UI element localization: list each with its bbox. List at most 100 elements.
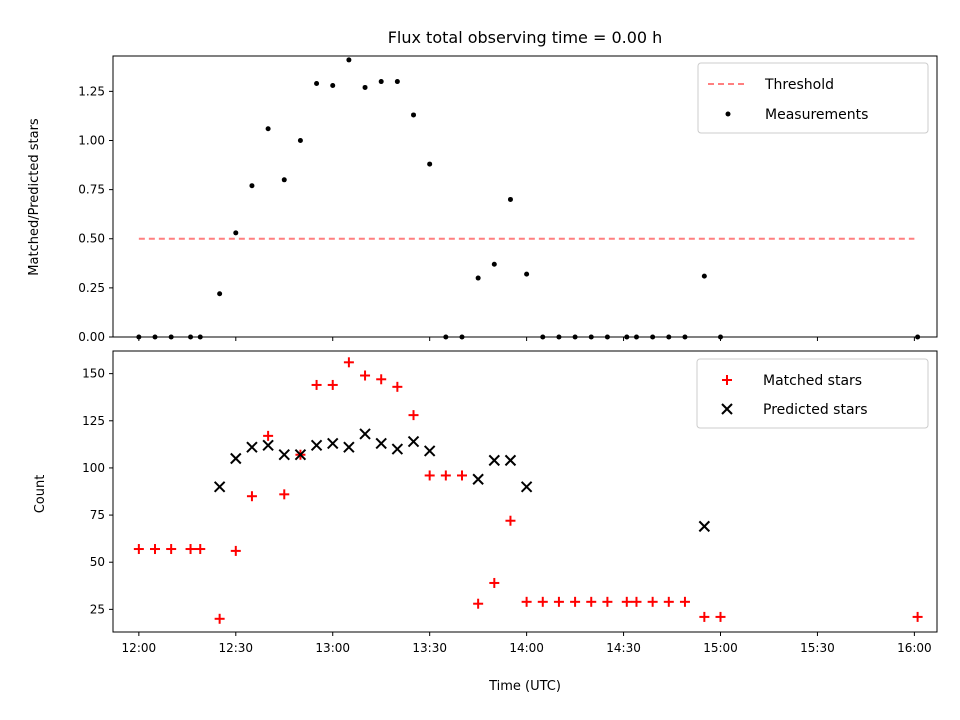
bottom-legend: Matched stars Predicted stars — [696, 358, 929, 429]
predicted-star-point — [423, 445, 436, 457]
matched-star-point — [715, 611, 726, 622]
measurement-point — [346, 57, 352, 63]
matched-star-point — [440, 470, 451, 481]
top-y-tick-label: 0.00 — [78, 330, 105, 344]
matched-star-point — [631, 596, 642, 607]
matched-star-points — [133, 357, 923, 624]
legend-matched-swatch — [722, 375, 732, 385]
matched-star-point — [133, 544, 144, 555]
x-axis-label: Time (UTC) — [488, 679, 561, 694]
predicted-star-point — [407, 435, 420, 448]
bottom-y-tick-label: 25 — [90, 602, 105, 616]
predicted-star-point — [246, 441, 258, 453]
legend-measurement-label: Measurements — [765, 107, 868, 123]
top-y-axis-label: Matched/Predicted stars — [27, 118, 42, 276]
matched-star-point — [185, 544, 196, 555]
x-tick-label: 12:00 — [122, 641, 157, 655]
x-tick-label: 14:30 — [606, 641, 641, 655]
matched-star-point — [679, 596, 690, 607]
predicted-star-point — [327, 437, 339, 450]
measurement-point — [265, 126, 271, 132]
bottom-y-tick-label: 100 — [82, 461, 105, 475]
measurement-point — [362, 84, 368, 90]
measurement-point — [475, 275, 481, 281]
matched-star-point — [537, 596, 548, 607]
bottom-y-tick-label: 75 — [90, 508, 105, 522]
matched-star-point — [230, 545, 241, 556]
matched-star-point — [647, 596, 658, 607]
matched-star-point — [279, 489, 290, 500]
predicted-star-point — [472, 473, 484, 485]
legend-predicted-label: Predicted stars — [763, 402, 868, 418]
matched-star-point — [263, 430, 274, 441]
measurement-point — [378, 79, 384, 85]
legend-predicted-swatch — [721, 403, 733, 415]
predicted-star-point — [488, 454, 501, 467]
measurement-point — [314, 81, 320, 87]
matched-star-point — [360, 370, 371, 381]
x-tick-label: 15:00 — [703, 641, 738, 655]
top-y-tick-label: 1.25 — [78, 84, 105, 98]
predicted-star-point — [343, 441, 355, 453]
measurement-point — [233, 230, 239, 236]
matched-star-point — [912, 611, 923, 622]
matched-star-point — [195, 544, 206, 555]
matched-star-point — [424, 470, 435, 481]
x-tick-label: 14:00 — [509, 641, 544, 655]
measurement-point — [491, 261, 497, 267]
bottom-y-tick-label: 125 — [82, 414, 105, 428]
matched-star-point — [489, 577, 500, 588]
matched-star-point — [586, 596, 597, 607]
matched-star-point — [376, 374, 387, 385]
legend-measurement-swatch — [725, 111, 731, 117]
matched-star-point — [602, 596, 613, 607]
matched-star-point — [699, 611, 710, 622]
measurement-point — [249, 183, 255, 189]
matched-star-point — [505, 515, 516, 526]
predicted-star-point — [391, 443, 404, 455]
predicted-star-point — [310, 439, 323, 452]
predicted-star-point — [278, 449, 290, 461]
chart-title: Flux total observing time = 0.00 h — [388, 28, 663, 47]
bottom-panel: 25 50 75 100 125 150 12:00 12:30 13:00 13:30 14:0… — [33, 350, 938, 694]
x-tick-label: 15:30 — [800, 641, 835, 655]
x-tick-label: 12:30 — [218, 641, 253, 655]
matched-star-point — [166, 544, 177, 555]
matched-star-point — [327, 379, 338, 390]
predicted-star-point — [359, 428, 371, 440]
predicted-star-point — [375, 437, 387, 450]
legend-threshold-label: Threshold — [764, 77, 834, 93]
measurement-point — [427, 161, 433, 167]
predicted-star-point — [520, 481, 533, 493]
matched-star-point — [621, 596, 632, 607]
matched-star-point — [150, 544, 161, 555]
top-legend: Threshold Measurements — [697, 62, 929, 134]
matched-star-point — [246, 491, 257, 502]
measurement-point — [330, 82, 336, 88]
legend-matched-label: Matched stars — [763, 373, 862, 389]
matched-star-point — [392, 381, 403, 392]
measurement-point — [524, 271, 530, 277]
x-tick-label: 13:00 — [315, 641, 350, 655]
matched-star-point — [408, 410, 419, 421]
top-axes-frame — [112, 55, 938, 338]
bottom-y-tick-label: 50 — [90, 555, 105, 569]
predicted-star-point — [294, 449, 307, 461]
top-y-tick-label: 0.25 — [78, 281, 105, 295]
matched-star-point — [553, 596, 564, 607]
measurement-point — [507, 196, 513, 202]
matched-star-point — [521, 596, 532, 607]
matched-star-point — [343, 357, 354, 368]
predicted-star-point — [213, 481, 226, 493]
bottom-y-axis-label: Count — [33, 475, 48, 514]
matched-star-point — [663, 596, 674, 607]
x-tick-label: 13:30 — [412, 641, 447, 655]
top-panel: 0.00 0.25 0.50 0.75 1.00 1.25 Matched/Predict… — [27, 55, 938, 344]
matched-star-point — [473, 598, 484, 609]
measurement-point — [297, 137, 303, 143]
predicted-star-points — [213, 428, 711, 533]
top-y-tick-label: 1.00 — [78, 133, 105, 147]
measurement-point — [281, 177, 287, 183]
matched-star-point — [570, 596, 581, 607]
